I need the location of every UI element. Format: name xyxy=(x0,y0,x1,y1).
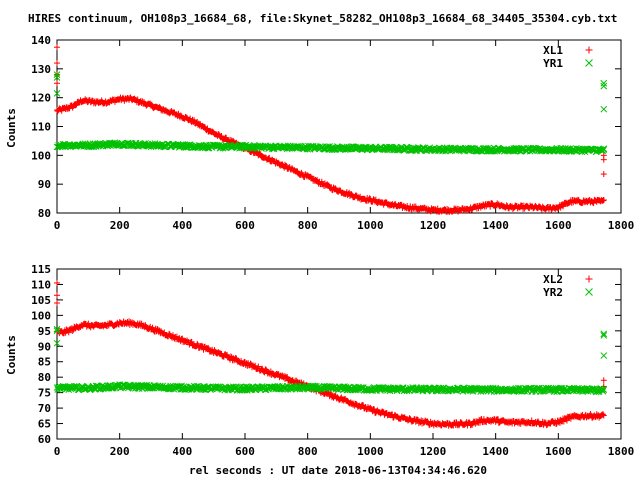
y-tick-label: 75 xyxy=(38,387,51,400)
x-tick-label: 1800 xyxy=(608,219,635,232)
y-tick-label: 85 xyxy=(38,356,51,369)
x-tick-label: 1400 xyxy=(482,445,509,458)
y-tick-label: 100 xyxy=(31,149,51,162)
x-tick-label: 0 xyxy=(54,219,61,232)
x-tick-label: 400 xyxy=(172,219,192,232)
legend-label: YR2 xyxy=(543,286,563,299)
data-point xyxy=(266,154,273,161)
x-tick-label: 1600 xyxy=(545,445,572,458)
plot-frame xyxy=(56,39,622,214)
outlier-point xyxy=(600,156,607,163)
x-tick-label: 1400 xyxy=(482,219,509,232)
x-tick-label: 1200 xyxy=(420,445,447,458)
x-tick-label: 600 xyxy=(235,445,255,458)
legend-label: XL2 xyxy=(543,273,563,286)
legend-marker xyxy=(585,46,593,54)
x-tick-label: 400 xyxy=(172,445,192,458)
y-tick-label: 130 xyxy=(31,63,51,76)
outlier-point xyxy=(54,300,60,306)
y-tick-label: 120 xyxy=(31,92,51,105)
legend-marker xyxy=(585,275,593,283)
data-point xyxy=(119,142,127,150)
bottom-ylabel: Counts xyxy=(5,335,18,375)
outlier-point xyxy=(600,79,608,87)
y-tick-label: 95 xyxy=(38,325,51,338)
x-tick-label: 1800 xyxy=(608,445,635,458)
y-tick-label: 80 xyxy=(38,371,51,384)
y-tick-label: 105 xyxy=(31,294,51,307)
y-tick-label: 90 xyxy=(38,340,51,353)
outlier-point xyxy=(54,80,60,87)
outlier-point xyxy=(600,105,608,113)
y-tick-label: 115 xyxy=(31,263,51,276)
legend-label: XL1 xyxy=(543,44,563,57)
series-XL2 xyxy=(54,279,607,429)
x-tick-label: 1000 xyxy=(357,219,384,232)
y-tick-label: 80 xyxy=(38,207,51,220)
x-tick-label: 200 xyxy=(110,445,130,458)
outlier-point xyxy=(600,171,607,178)
bottom-plot-area: 60 65 70 75 80 85 90 95 100 105 110 115 0 200 400 600 80… xyxy=(31,263,634,458)
outlier-point xyxy=(54,44,60,51)
y-tick-label: 110 xyxy=(31,278,51,291)
legend-label: YR1 xyxy=(543,57,563,70)
data-point xyxy=(72,102,79,109)
x-axis-label: rel seconds : UT date 2018-06-13T04:34:4… xyxy=(189,464,487,477)
y-tick-label: 140 xyxy=(31,34,51,47)
x-tick-label: 0 xyxy=(54,445,61,458)
bottom-panel: 60 65 70 75 80 85 90 95 100 105 110 115 0 200 400 600 80… xyxy=(5,263,634,458)
legend-marker xyxy=(585,59,593,67)
y-tick-label: 70 xyxy=(38,402,51,415)
data-point xyxy=(157,141,164,149)
data-point xyxy=(128,142,135,150)
x-tick-label: 1600 xyxy=(545,219,572,232)
series-YR1 xyxy=(53,71,608,156)
y-tick-label: 60 xyxy=(38,433,51,446)
x-tick-label: 800 xyxy=(298,445,318,458)
plot-frame xyxy=(56,268,622,440)
x-tick-label: 200 xyxy=(110,219,130,232)
legend-marker xyxy=(585,288,593,296)
top-ylabel: Counts xyxy=(5,108,18,148)
y-tick-label: 90 xyxy=(38,178,51,191)
x-tick-label: 1200 xyxy=(420,219,447,232)
x-tick-label: 1000 xyxy=(357,445,384,458)
outlier-point xyxy=(54,292,60,299)
outlier-point xyxy=(600,377,607,384)
series-YR2 xyxy=(53,325,608,396)
outlier-point xyxy=(54,279,60,286)
x-tick-label: 800 xyxy=(298,219,318,232)
outlier-point xyxy=(600,197,607,204)
y-tick-label: 65 xyxy=(38,418,51,431)
outlier-point xyxy=(600,352,608,359)
outlier-point xyxy=(600,82,608,90)
series-XL1 xyxy=(54,44,607,215)
y-tick-label: 100 xyxy=(31,309,51,322)
y-tick-label: 110 xyxy=(31,121,51,134)
outlier-point xyxy=(54,60,60,67)
chart-title: HIRES continuum, OH108p3_16684_68, file:… xyxy=(28,12,617,25)
x-tick-label: 600 xyxy=(235,219,255,232)
